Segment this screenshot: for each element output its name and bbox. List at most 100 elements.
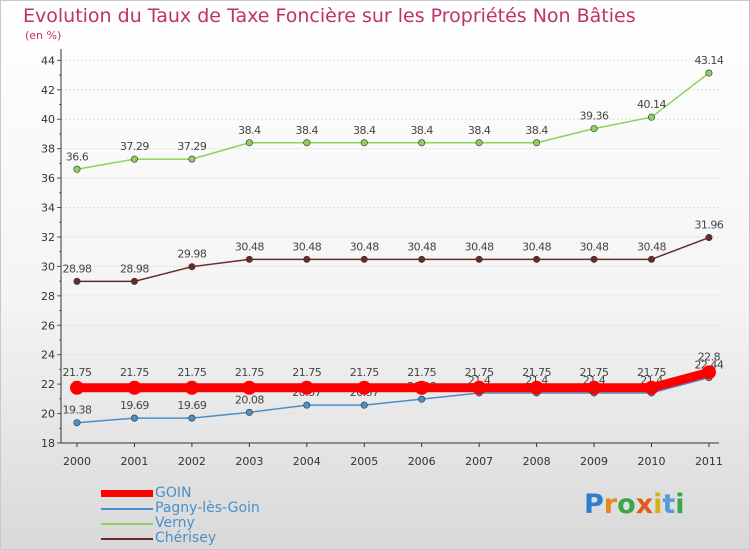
data-point [303, 255, 311, 263]
data-point [303, 401, 311, 409]
data-point [70, 380, 84, 395]
data-point [475, 255, 483, 263]
data-label: 37.29 [120, 140, 149, 153]
data-label: 19.38 [63, 404, 92, 417]
data-label: 21.75 [120, 366, 149, 379]
y-tick-label: 18 [41, 437, 55, 450]
data-label: 38.4 [410, 124, 433, 137]
data-point [472, 380, 487, 395]
legend-label-pagny-les-goin: Pagny-lès-Goin [155, 500, 260, 516]
x-tick-label: 2000 [63, 455, 91, 468]
legend-label-cherisey: Chérisey [155, 530, 217, 546]
data-label: 39.36 [580, 110, 609, 123]
data-point [127, 380, 142, 395]
data-label: 22.8 [698, 350, 721, 363]
data-label: 38.4 [525, 124, 548, 137]
data-label: 21.75 [637, 366, 666, 379]
data-point [73, 165, 81, 173]
logo-letter: r [603, 489, 618, 520]
data-point [360, 401, 368, 409]
data-point [475, 139, 483, 147]
data-label: 30.48 [637, 240, 666, 253]
data-point [418, 139, 426, 147]
data-point [705, 234, 713, 242]
data-point [188, 414, 196, 422]
data-label: 30.48 [465, 240, 494, 253]
y-tick-label: 42 [41, 84, 55, 97]
data-point [647, 113, 655, 121]
data-point [529, 380, 544, 395]
data-point [418, 395, 426, 403]
proxiti-logo: Proxiti [584, 489, 685, 520]
data-point [299, 380, 314, 395]
logo-letter: i [675, 489, 685, 520]
data-point [360, 255, 368, 263]
legend-swatch-pagny-les-goin [101, 508, 153, 510]
logo-letter: t [662, 489, 676, 520]
data-label: 36.6 [66, 150, 89, 163]
data-point [130, 155, 138, 163]
data-point [245, 408, 253, 416]
data-point [245, 255, 253, 263]
data-label: 30.48 [292, 240, 321, 253]
x-tick-label: 2007 [465, 455, 493, 468]
y-tick-label: 38 [41, 143, 55, 156]
legend-label-goin: GOIN [155, 485, 192, 501]
data-label: 21.75 [235, 366, 264, 379]
data-point [73, 277, 81, 285]
logo-letter: x [635, 489, 654, 520]
legend-swatch-goin [101, 490, 153, 497]
data-label: 30.48 [580, 240, 609, 253]
data-point [357, 380, 372, 395]
data-label: 38.4 [238, 124, 261, 137]
series-line-1 [76, 376, 710, 424]
data-label: 30.48 [350, 240, 379, 253]
y-tick-label: 40 [41, 113, 55, 126]
data-point [303, 139, 311, 147]
data-label: 21.75 [522, 366, 551, 379]
data-label: 38.4 [468, 124, 491, 137]
data-point [701, 365, 716, 380]
legend-swatch-verny [101, 523, 153, 525]
data-label: 30.48 [235, 240, 264, 253]
legend-swatch-cherisey [101, 538, 153, 540]
y-tick-label: 30 [41, 260, 55, 273]
y-tick-label: 24 [41, 349, 55, 362]
data-label: 37.29 [177, 140, 206, 153]
data-point [184, 380, 199, 395]
data-label: 30.48 [407, 240, 436, 253]
data-label: 19.69 [177, 399, 206, 412]
data-label: 20.08 [235, 393, 264, 406]
data-point [414, 380, 429, 395]
x-tick-label: 2008 [523, 455, 551, 468]
data-point [590, 125, 598, 133]
data-point [188, 263, 196, 271]
legend-label-verny: Verny [155, 515, 195, 531]
data-point [360, 139, 368, 147]
data-point [245, 139, 253, 147]
data-point [533, 255, 541, 263]
data-point [188, 155, 196, 163]
data-label: 38.4 [296, 124, 319, 137]
data-label: 28.98 [63, 262, 92, 275]
x-tick-label: 2009 [580, 455, 608, 468]
data-label: 21.75 [177, 366, 206, 379]
x-tick-label: 2001 [120, 455, 148, 468]
data-label: 19.69 [120, 399, 149, 412]
chart-title: Evolution du Taux de Taxe Foncière sur l… [23, 5, 636, 27]
x-tick-label: 2004 [293, 455, 321, 468]
data-label: 30.48 [522, 240, 551, 253]
data-point [242, 380, 257, 395]
data-point [73, 419, 81, 427]
logo-letter: i [653, 489, 663, 520]
data-label: 40.14 [637, 98, 666, 111]
x-tick-label: 2003 [235, 455, 263, 468]
data-point [130, 277, 138, 285]
x-tick-label: 2002 [178, 455, 206, 468]
logo-letter: o [617, 489, 636, 520]
chart-subtitle: (en %) [25, 29, 62, 42]
y-tick-label: 44 [41, 54, 55, 67]
x-tick-label: 2005 [350, 455, 378, 468]
